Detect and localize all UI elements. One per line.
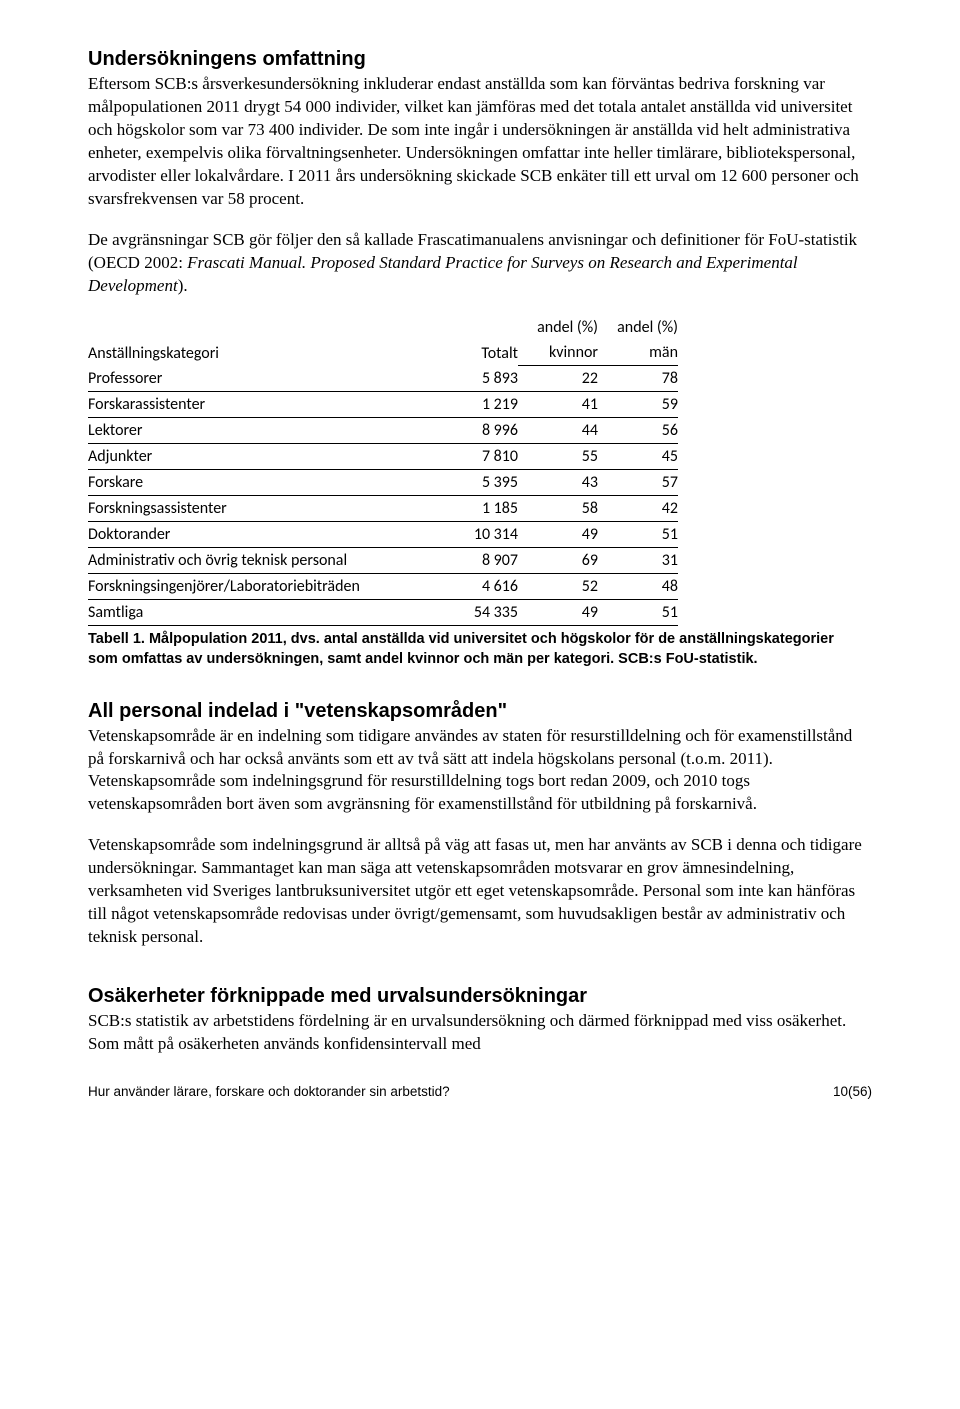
section1-p2c: ).: [178, 276, 188, 295]
cell-total: 5 893: [438, 366, 518, 392]
cell-kvinnor: 22: [518, 366, 598, 392]
footer-left: Hur använder lärare, forskare och doktor…: [88, 1084, 450, 1099]
cell-kvinnor: 49: [518, 522, 598, 548]
table-caption: Tabell 1. Målpopulation 2011, dvs. antal…: [88, 630, 848, 669]
cell-man: 51: [598, 600, 678, 626]
table-row: Forskarassistenter1 2194159: [88, 392, 678, 418]
table-row: Lektorer8 9964456: [88, 418, 678, 444]
cell-kvinnor: 58: [518, 496, 598, 522]
th-category: Anställningskategori: [88, 315, 438, 366]
section1-heading: Undersökningens omfattning: [88, 48, 872, 71]
cell-man: 31: [598, 548, 678, 574]
table-row: Administrativ och övrig teknisk personal…: [88, 548, 678, 574]
cell-total: 4 616: [438, 574, 518, 600]
cell-total: 54 335: [438, 600, 518, 626]
section1-p2b: Frascati Manual. Proposed Standard Pract…: [88, 253, 798, 295]
table-row: Professorer5 8932278: [88, 366, 678, 392]
cell-category: Adjunkter: [88, 444, 438, 470]
cell-kvinnor: 52: [518, 574, 598, 600]
cell-kvinnor: 69: [518, 548, 598, 574]
th-kvinnor-top: andel (%): [518, 315, 598, 340]
cell-kvinnor: 44: [518, 418, 598, 444]
cell-man: 57: [598, 470, 678, 496]
table-row: Doktorander10 3144951: [88, 522, 678, 548]
cell-total: 1 185: [438, 496, 518, 522]
cell-man: 45: [598, 444, 678, 470]
table-row: Forskningsingenjörer/Laboratoriebiträden…: [88, 574, 678, 600]
th-totalt: Totalt: [438, 315, 518, 366]
cell-category: Forskningsingenjörer/Laboratoriebiträden: [88, 574, 438, 600]
section1-p2: De avgränsningar SCB gör följer den så k…: [88, 229, 872, 298]
cell-category: Doktorander: [88, 522, 438, 548]
cell-total: 1 219: [438, 392, 518, 418]
cell-total: 5 395: [438, 470, 518, 496]
cell-man: 59: [598, 392, 678, 418]
cell-category: Professorer: [88, 366, 438, 392]
cell-man: 42: [598, 496, 678, 522]
cell-man: 56: [598, 418, 678, 444]
cell-total: 10 314: [438, 522, 518, 548]
th-man-top: andel (%): [598, 315, 678, 340]
section3-p1: SCB:s statistik av arbetstidens fördelni…: [88, 1010, 872, 1056]
cell-category: Samtliga: [88, 600, 438, 626]
cell-kvinnor: 55: [518, 444, 598, 470]
cell-kvinnor: 41: [518, 392, 598, 418]
cell-category: Forskarassistenter: [88, 392, 438, 418]
section3-heading: Osäkerheter förknippade med urvalsunders…: [88, 985, 872, 1008]
footer-right: 10(56): [833, 1084, 872, 1099]
cell-man: 78: [598, 366, 678, 392]
cell-total: 8 996: [438, 418, 518, 444]
cell-kvinnor: 43: [518, 470, 598, 496]
cell-category: Administrativ och övrig teknisk personal: [88, 548, 438, 574]
section2-p2: Vetenskapsområde som indelningsgrund är …: [88, 834, 872, 949]
cell-total: 7 810: [438, 444, 518, 470]
section2-p1: Vetenskapsområde är en indelning som tid…: [88, 725, 872, 817]
section1-p1: Eftersom SCB:s årsverkesundersökning ink…: [88, 73, 872, 211]
table-row: Samtliga54 3354951: [88, 600, 678, 626]
population-table: Anställningskategori Totalt andel (%) an…: [88, 315, 678, 626]
cell-category: Lektorer: [88, 418, 438, 444]
table-row: Adjunkter7 8105545: [88, 444, 678, 470]
page-footer: Hur använder lärare, forskare och doktor…: [88, 1084, 872, 1099]
cell-man: 51: [598, 522, 678, 548]
cell-kvinnor: 49: [518, 600, 598, 626]
cell-total: 8 907: [438, 548, 518, 574]
table-row: Forskare5 3954357: [88, 470, 678, 496]
section2-heading: All personal indelad i "vetenskapsområde…: [88, 700, 872, 723]
table-row: Forskningsassistenter1 1855842: [88, 496, 678, 522]
th-man-bot: män: [598, 340, 678, 366]
cell-man: 48: [598, 574, 678, 600]
cell-category: Forskningsassistenter: [88, 496, 438, 522]
cell-category: Forskare: [88, 470, 438, 496]
th-kvinnor-bot: kvinnor: [518, 340, 598, 366]
